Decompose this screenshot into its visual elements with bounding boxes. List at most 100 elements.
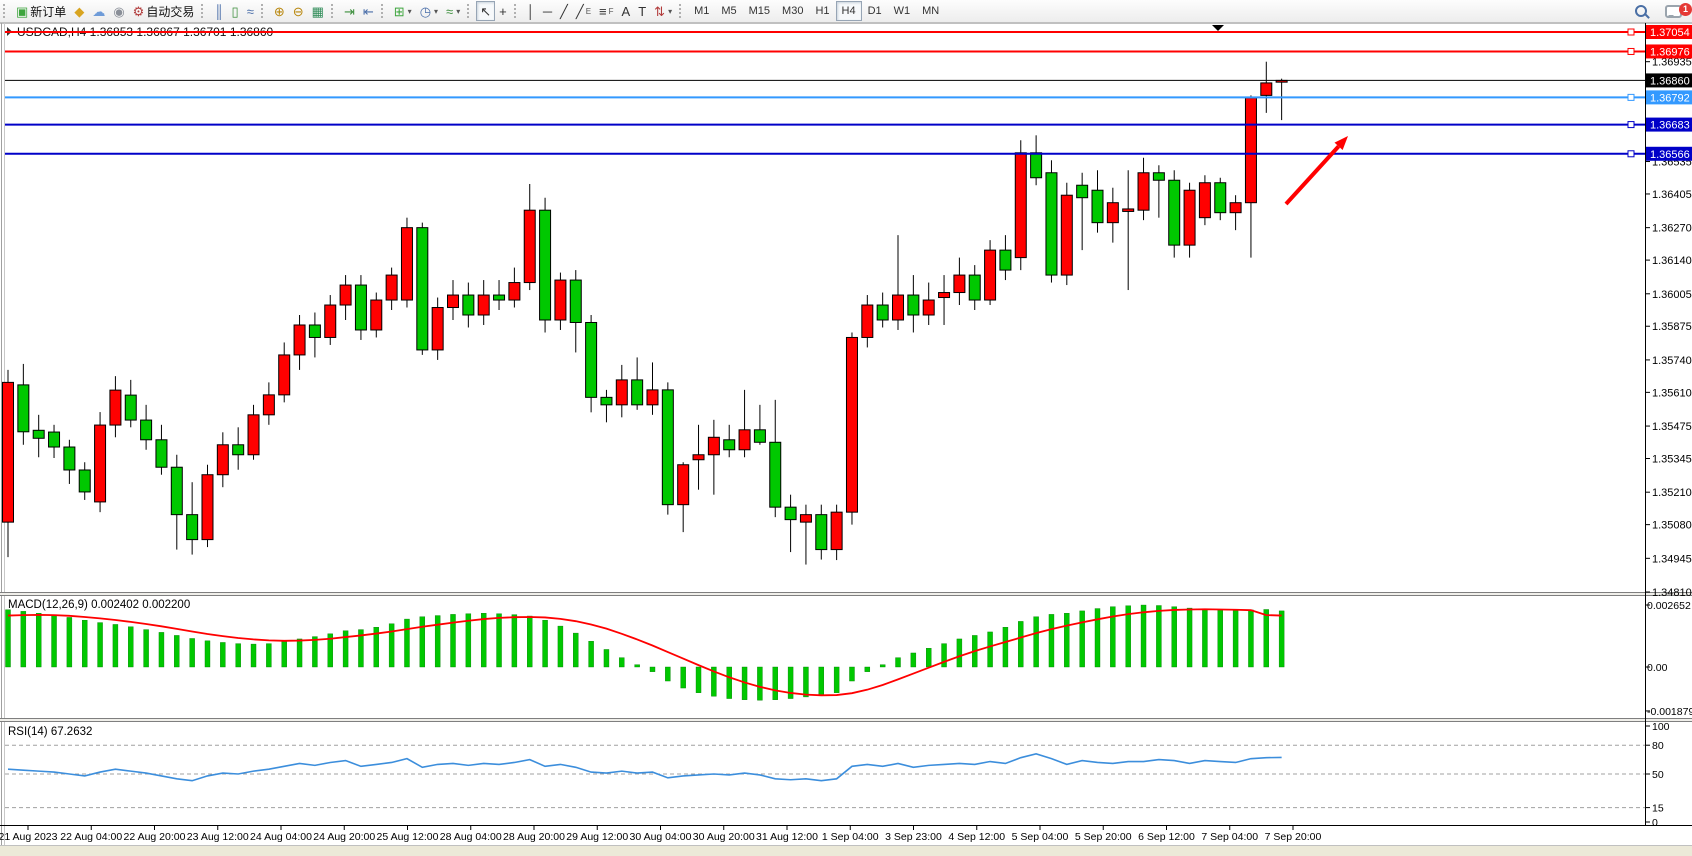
macd-histogram-bar — [1171, 606, 1177, 668]
toolbar-grip[interactable] — [3, 4, 8, 18]
timeframe-d1-button[interactable]: D1 — [862, 1, 888, 21]
text-label-button[interactable]: T — [634, 1, 650, 21]
new-chart-button[interactable]: ⊞ ▾ — [390, 1, 416, 21]
candle-body — [600, 396, 613, 406]
price-tick-label: 1.35875 — [1652, 321, 1692, 333]
notifications-button[interactable]: 1 — [1661, 1, 1692, 21]
timeframe-h4-button[interactable]: H4 — [835, 1, 862, 21]
chevron-down-icon: ▾ — [407, 6, 412, 16]
candle-body — [201, 474, 214, 541]
signals-button[interactable]: ◉ — [109, 1, 128, 21]
toolbar-right: 1 — [1631, 0, 1692, 22]
auto-scroll-icon: ⇥ — [343, 3, 355, 19]
macd-histogram-bar — [266, 643, 272, 668]
toolbar-grip[interactable] — [201, 4, 206, 18]
timeframe-m30-button[interactable]: M30 — [776, 1, 809, 21]
charts-button[interactable]: ◆ — [70, 1, 88, 21]
candle-body — [1137, 172, 1150, 211]
toolbar-grip[interactable] — [467, 4, 472, 18]
candle-body — [615, 379, 628, 406]
search-button[interactable] — [1631, 1, 1651, 21]
text-button[interactable]: A — [618, 1, 635, 21]
zoom-in-button[interactable]: ⊕ — [270, 1, 289, 21]
timeframe-m5-button[interactable]: M5 — [715, 1, 742, 21]
macd-histogram-bar — [987, 631, 993, 668]
macd-histogram-bar — [864, 666, 871, 672]
candlestick-chart-button[interactable]: ▯ — [228, 1, 243, 21]
toolbar-grip[interactable] — [330, 4, 336, 18]
macd-histogram-bar — [726, 666, 732, 699]
pane-separator[interactable] — [0, 718, 1692, 722]
macd-histogram-bar — [143, 629, 149, 668]
toolbar-grip[interactable] — [679, 4, 684, 18]
profile-button[interactable]: ☁ — [88, 1, 109, 21]
auto-scroll-button[interactable]: ⇥ — [340, 1, 359, 21]
annotation-arrow-head[interactable] — [1334, 136, 1348, 151]
annotation-arrow[interactable] — [1284, 144, 1341, 206]
timeframe-mn-button[interactable]: MN — [916, 1, 945, 21]
macd-histogram-bar — [1018, 621, 1024, 668]
time-tick-label: 5 Sep 04:00 — [1012, 831, 1069, 843]
indicators-button[interactable]: ≈ ▾ — [442, 1, 464, 21]
timeframe-m15-button[interactable]: M15 — [743, 1, 776, 21]
arrows-tool-button[interactable]: ⇅ ▾ — [650, 1, 676, 21]
macd-histogram-bar — [941, 643, 947, 668]
chart-window: USDCAD,H4 1.36853 1.36867 1.36701 1.3686… — [0, 22, 1692, 851]
crosshair-button[interactable]: + — [495, 1, 511, 21]
trendline-button[interactable]: ╱ — [556, 1, 572, 21]
macd-histogram-bar — [66, 617, 73, 668]
macd-histogram-bar — [235, 643, 241, 668]
auto-trading-button[interactable]: ⚙ 自动交易 — [129, 1, 199, 21]
candle-body — [293, 324, 306, 356]
candle-body — [370, 299, 383, 331]
macd-histogram-bar — [680, 666, 686, 689]
chart-shift-marker[interactable] — [1212, 25, 1224, 31]
chevron-down-icon: ▾ — [434, 6, 439, 16]
macd-histogram-bar — [1217, 609, 1223, 668]
price-line-badge — [1646, 146, 1692, 161]
indicators-icon: ≈ — [446, 3, 454, 19]
macd-histogram-bar — [511, 614, 518, 668]
hline-handle[interactable] — [1627, 93, 1635, 101]
macd-histogram-bar — [5, 609, 11, 668]
profiles-button[interactable]: ◷ ▾ — [416, 1, 442, 21]
fibonacci-button[interactable]: ≡ F — [595, 1, 617, 21]
timeframe-h1-button[interactable]: H1 — [809, 1, 835, 21]
auto-trading-icon: ⚙ — [132, 3, 145, 19]
horizontal-line-button[interactable]: ─ — [539, 1, 556, 21]
vertical-line-button[interactable]: │ — [523, 1, 539, 21]
tile-windows-button[interactable]: ▦ — [308, 1, 328, 21]
macd-histogram-bar — [35, 613, 42, 668]
toolbar-grip[interactable] — [380, 4, 386, 18]
candle-body — [953, 274, 966, 294]
hline-handle[interactable] — [1627, 121, 1635, 129]
candle-body — [984, 249, 997, 301]
candle-body — [447, 294, 460, 309]
new-order-button[interactable]: ▣ 新订单 — [12, 1, 70, 21]
rsi-tick-label: 0 — [1652, 817, 1658, 829]
toolbar-grip[interactable] — [513, 4, 519, 18]
time-tick-label: 4 Sep 12:00 — [948, 831, 1005, 843]
time-tick-label: 3 Sep 23:00 — [885, 831, 942, 843]
equidistant-channel-button[interactable]: ╱ E — [572, 1, 595, 21]
time-tick-label: 21 Aug 2023 — [0, 831, 58, 843]
time-tick-label: 30 Aug 20:00 — [693, 831, 755, 843]
time-tick-label: 6 Sep 12:00 — [1138, 831, 1195, 843]
candle-body — [324, 304, 337, 338]
macd-label: MACD(12,26,9) 0.002402 0.002200 — [8, 599, 190, 611]
hline-handle[interactable] — [1627, 47, 1635, 55]
line-chart-button[interactable]: ≈ — [243, 1, 258, 21]
timeframe-w1-button[interactable]: W1 — [888, 1, 917, 21]
bar-chart-button[interactable]: ║ — [210, 1, 227, 21]
cursor-button[interactable]: ↖ — [476, 1, 496, 21]
timeframe-m1-button[interactable]: M1 — [688, 1, 715, 21]
zoom-out-button[interactable]: ⊖ — [289, 1, 308, 21]
macd-histogram-bar — [327, 633, 333, 668]
chart-shift-button[interactable]: ⇤ — [359, 1, 378, 21]
pane-separator[interactable] — [0, 592, 1692, 596]
hline-handle[interactable] — [1627, 150, 1635, 158]
toolbar-grip[interactable] — [260, 4, 266, 18]
candle-body — [32, 429, 45, 439]
hline-handle[interactable] — [1627, 28, 1635, 36]
candle-body — [707, 436, 720, 456]
